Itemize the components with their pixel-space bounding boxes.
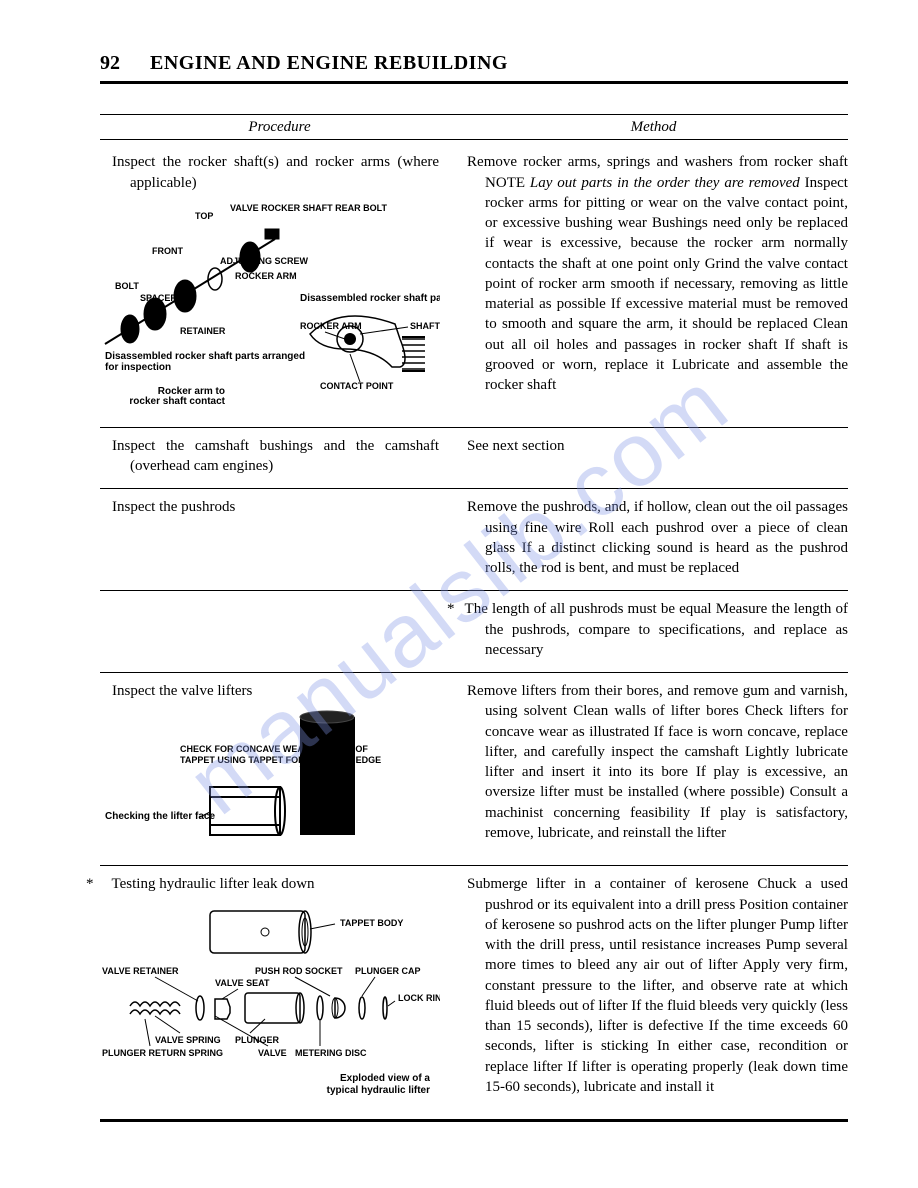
method-text: Submerge lifter in a container of kerose… <box>467 874 848 1097</box>
method-cell: Submerge lifter in a container of kerose… <box>459 874 848 1106</box>
page-title: ENGINE AND ENGINE REBUILDING <box>150 50 508 77</box>
method-cell: The length of all pushrods must be equal… <box>459 599 848 660</box>
diagram-caption: Disassembled rocker shaft parts arranged… <box>300 293 440 304</box>
method-text: The length of all pushrods must be equal… <box>467 599 848 660</box>
diagram-label: LOCK RING <box>398 993 440 1003</box>
diagram-caption: typical hydraulic lifter <box>327 1085 430 1096</box>
procedure-text: Testing hydraulic lifter leak down <box>100 874 439 894</box>
table-row: The length of all pushrods must be equal… <box>100 590 848 673</box>
table-row: Testing hydraulic lifter leak down TAPPE… <box>100 866 848 1121</box>
diagram-label: ROCKER ARM <box>300 321 362 331</box>
diagram-label: SHAFT <box>410 321 440 331</box>
diagram-caption: Checking the lifter face <box>105 811 215 822</box>
diagram-label: VALVE RETAINER <box>102 966 179 976</box>
diagram-caption: Exploded view of a <box>340 1073 430 1084</box>
diagram-caption: Disassembled rocker shaft parts arranged <box>105 351 305 362</box>
procedure-cell: Inspect the pushrods <box>100 497 459 578</box>
procedure-text: Inspect the valve lifters <box>100 681 439 701</box>
diagram-label: PLUNGER CAP <box>355 966 421 976</box>
diagram-label: VALVE SPRING <box>155 1035 221 1045</box>
diagram-label: FRONT <box>152 246 183 256</box>
procedure-header: Procedure <box>100 117 459 137</box>
rocker-shaft-diagram: TOP FRONT BOLT VALVE ROCKER SHAFT REAR B… <box>100 199 439 409</box>
procedure-cell: Inspect the camshaft bushings and the ca… <box>100 436 459 477</box>
diagram-label: METERING DISC <box>295 1048 367 1058</box>
diagram-label: PLUNGER RETURN SPRING <box>102 1048 223 1058</box>
diagram-label: RETAINER <box>180 326 226 336</box>
diagram-label: CONTACT POINT <box>320 381 394 391</box>
method-cell: See next section <box>459 436 848 477</box>
hydraulic-lifter-diagram: TAPPET BODY <box>100 901 439 1101</box>
diagram-label: VALVE ROCKER SHAFT REAR BOLT <box>230 203 388 213</box>
method-header: Method <box>459 117 848 137</box>
diagram-label: BOLT <box>115 281 139 291</box>
procedure-cell <box>100 599 459 660</box>
procedure-cell: Testing hydraulic lifter leak down TAPPE… <box>100 874 459 1106</box>
procedure-text: Inspect the rocker shaft(s) and rocker a… <box>100 152 439 193</box>
diagram-label: ADJUSTING SCREW <box>220 256 309 266</box>
method-text: See next section <box>467 436 848 456</box>
procedure-text: Inspect the camshaft bushings and the ca… <box>100 436 439 477</box>
diagram-label: SPACER <box>140 293 177 303</box>
method-text: Remove the pushrods, and, if hollow, cle… <box>467 497 848 578</box>
procedure-text: Inspect the pushrods <box>100 497 439 517</box>
diagram-label: VALVE SEAT <box>215 978 270 988</box>
diagram-label: TAPPET BODY <box>340 918 403 928</box>
table-row: Inspect the camshaft bushings and the ca… <box>100 428 848 490</box>
procedure-cell: Inspect the rocker shaft(s) and rocker a… <box>100 152 459 415</box>
diagram-caption: for inspection <box>105 362 171 373</box>
page-header: 92 ENGINE AND ENGINE REBUILDING <box>100 50 848 84</box>
diagram-caption: rocker shaft contact <box>129 396 225 407</box>
page-number: 92 <box>100 50 120 77</box>
table-header-row: Procedure Method <box>100 114 848 140</box>
diagram-label: VALVE <box>258 1048 287 1058</box>
diagram-label: ROCKER ARM <box>235 271 297 281</box>
method-text: Remove lifters from their bores, and rem… <box>467 681 848 843</box>
lifter-face-diagram: CHECK FOR CONCAVE WEAR ON FACE OF TAPPET… <box>100 707 439 847</box>
method-cell: Remove the pushrods, and, if hollow, cle… <box>459 497 848 578</box>
method-text: Remove rocker arms, springs and washers … <box>467 152 848 395</box>
table-row: Inspect the pushrods Remove the pushrods… <box>100 489 848 590</box>
method-cell: Remove lifters from their bores, and rem… <box>459 681 848 853</box>
procedure-cell: Inspect the valve lifters CHECK FOR CONC… <box>100 681 459 853</box>
method-cell: Remove rocker arms, springs and washers … <box>459 152 848 415</box>
diagram-label: PUSH ROD SOCKET <box>255 966 343 976</box>
table-row: Inspect the rocker shaft(s) and rocker a… <box>100 144 848 428</box>
diagram-label: TOP <box>195 211 213 221</box>
table-row: Inspect the valve lifters CHECK FOR CONC… <box>100 673 848 866</box>
